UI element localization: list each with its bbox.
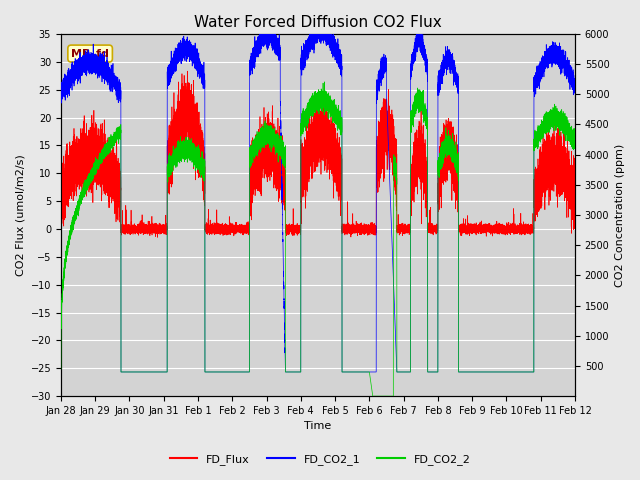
Legend: FD_Flux, FD_CO2_1, FD_CO2_2: FD_Flux, FD_CO2_1, FD_CO2_2 [165, 450, 475, 469]
X-axis label: Time: Time [304, 421, 332, 432]
Y-axis label: CO2 Concentration (ppm): CO2 Concentration (ppm) [615, 144, 625, 287]
Text: MB_fd: MB_fd [71, 48, 109, 59]
Title: Water Forced Diffusion CO2 Flux: Water Forced Diffusion CO2 Flux [194, 15, 442, 30]
Y-axis label: CO2 Flux (umol/m2/s): CO2 Flux (umol/m2/s) [15, 154, 25, 276]
